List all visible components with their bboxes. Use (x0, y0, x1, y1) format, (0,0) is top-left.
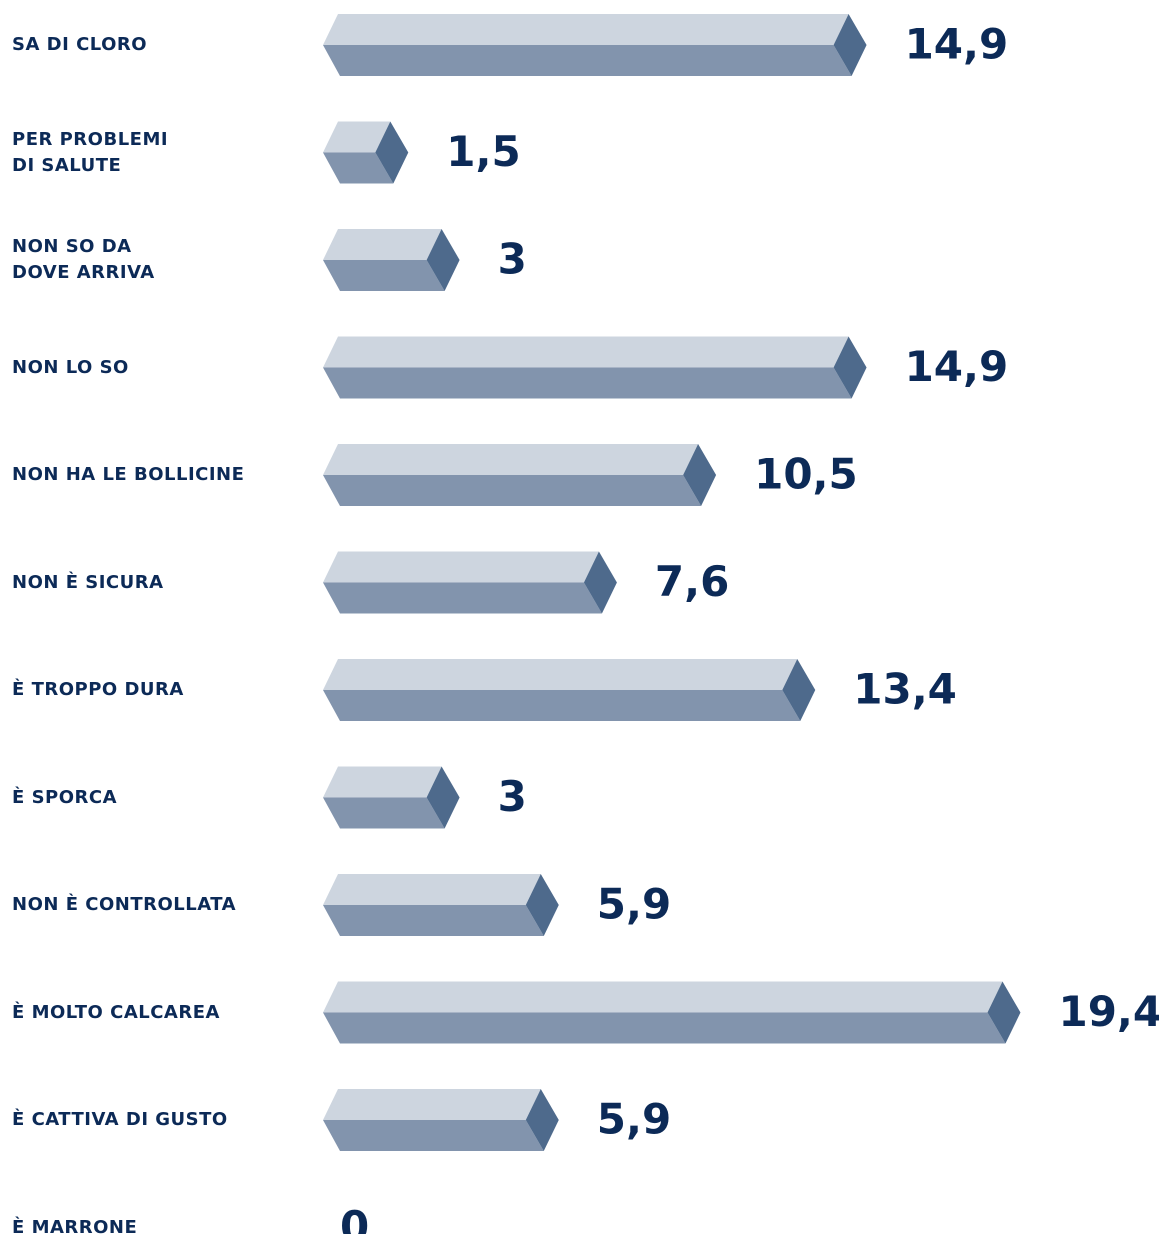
bar-end (683, 444, 717, 506)
category-label: È MARRONE (12, 1216, 138, 1238)
bar-bottom (323, 797, 445, 829)
category-label: NON HA LE BOLLICINE (12, 464, 245, 485)
bar (323, 444, 717, 506)
bar-bottom (323, 582, 602, 614)
category-label: È SPORCA (12, 786, 118, 808)
value-label: 1,5 (446, 127, 520, 176)
bar-top (323, 14, 849, 45)
bar-end (426, 766, 460, 829)
bar-end (525, 874, 559, 936)
bar-bottom (323, 1012, 1006, 1044)
bar-bottom (323, 152, 394, 184)
category-label: NON LO SO (12, 356, 129, 378)
value-label: 14,9 (905, 20, 1009, 69)
value-label: 5,9 (597, 880, 671, 929)
bar-bottom (323, 45, 852, 76)
bar-end (833, 336, 867, 399)
bar-bottom (323, 905, 544, 936)
category-label: È MOLTO CALCAREA (12, 1001, 220, 1023)
bar-top (323, 551, 599, 583)
category-label: È CATTIVA DI GUSTO (12, 1109, 228, 1130)
bar-end (426, 229, 460, 291)
bar-top (323, 1089, 541, 1120)
bar-top (323, 444, 699, 475)
bar-top (323, 659, 798, 690)
bar-end (833, 14, 867, 76)
value-label: 14,9 (905, 342, 1009, 391)
bar-end (525, 1089, 559, 1151)
bar-bottom (323, 690, 801, 721)
bar (323, 121, 409, 184)
bar (323, 336, 867, 399)
bar-top (323, 121, 391, 153)
bar-end (987, 981, 1021, 1044)
bar-top (323, 766, 442, 798)
bar-bottom (323, 260, 445, 291)
value-label: 3 (498, 772, 527, 821)
bar-bottom (323, 475, 702, 506)
category-label: PER PROBLEMI DI SALUTE (12, 128, 169, 176)
bar (323, 14, 867, 76)
bar-top (323, 981, 1003, 1013)
bar-bottom (323, 367, 852, 399)
bar (323, 874, 559, 936)
bar (323, 659, 816, 721)
bar-top (323, 336, 849, 368)
category-label: NON SO DA DOVE ARRIVA (12, 236, 155, 283)
bar-end (375, 121, 409, 184)
value-label: 7,6 (655, 557, 729, 606)
bar (323, 981, 1021, 1044)
bar (323, 229, 460, 291)
value-label: 0 (340, 1202, 369, 1234)
bar-top (323, 229, 442, 260)
value-label: 3 (498, 235, 527, 284)
value-label: 19,4 (1058, 987, 1159, 1036)
bar-end (782, 659, 816, 721)
value-label: 13,4 (853, 665, 957, 714)
bar-end (583, 551, 617, 614)
value-label: 5,9 (597, 1095, 671, 1144)
bar (323, 551, 617, 614)
bar (323, 766, 460, 829)
bar-top (323, 874, 541, 905)
category-label: SA DI CLORO (12, 34, 148, 55)
value-label: 10,5 (754, 450, 858, 499)
category-label: NON È SICURA (12, 571, 164, 593)
bar (323, 1089, 559, 1151)
category-label: È TROPPO DURA (12, 679, 184, 700)
category-label: NON È CONTROLLATA (12, 894, 237, 915)
bar-bottom (323, 1120, 544, 1151)
